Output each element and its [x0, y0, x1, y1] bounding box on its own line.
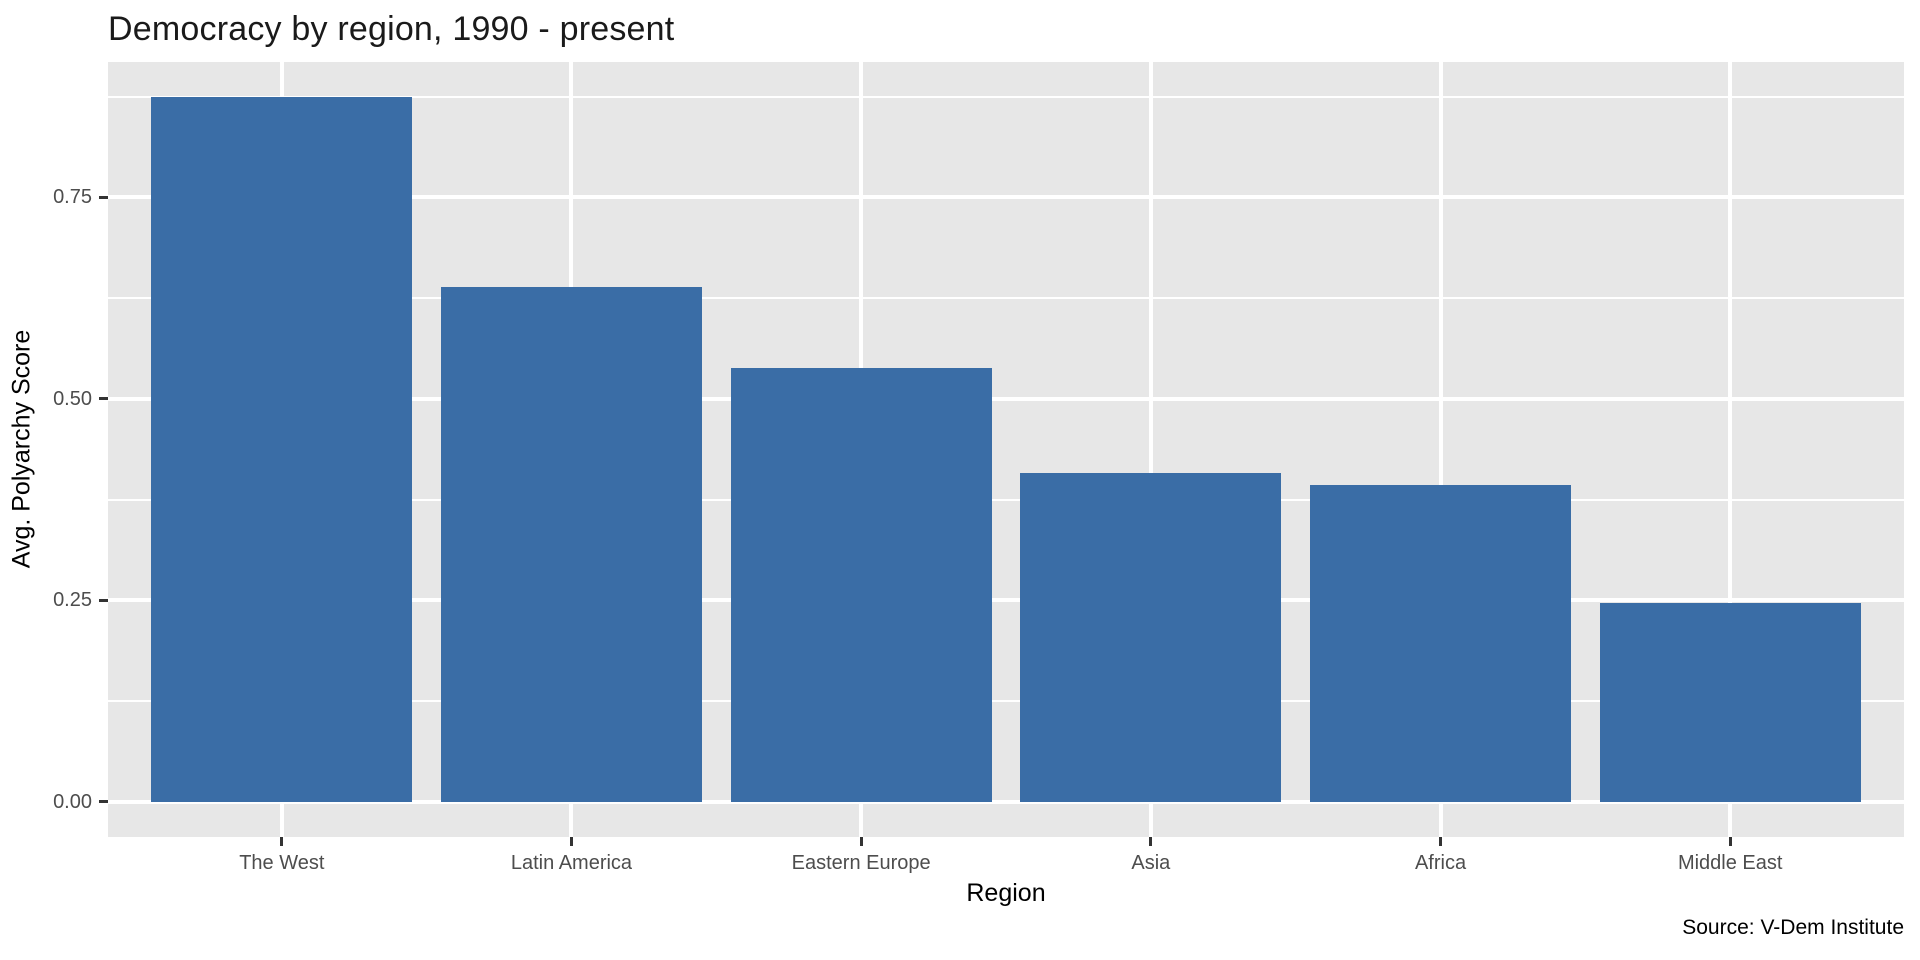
y-tick-label: 0.75 [53, 186, 92, 209]
x-tick-label: Eastern Europe [791, 852, 931, 874]
y-tick-label: 0.00 [53, 790, 92, 813]
x-tick-label: The West [239, 852, 325, 874]
major-gridline-horizontal [108, 799, 1904, 804]
x-tick-mark [569, 837, 573, 846]
source-caption: Source: V-Dem Institute [1682, 916, 1904, 939]
y-tick-mark [99, 800, 108, 804]
chart-title: Democracy by region, 1990 - present [108, 10, 675, 48]
x-tick-label: Latin America [510, 852, 633, 874]
x-axis-title: Region [966, 879, 1046, 907]
bar-eastern-europe [730, 368, 992, 802]
minor-gridline-horizontal [108, 498, 1904, 501]
minor-gridline-horizontal [108, 297, 1904, 300]
x-tick-mark [1728, 837, 1732, 846]
x-tick-label: Middle East [1677, 852, 1783, 874]
minor-gridline-horizontal [108, 95, 1904, 98]
y-axis-title: Avg. Polyarchy Score [7, 329, 36, 569]
major-gridline-horizontal [108, 396, 1904, 401]
major-gridline-vertical [1148, 62, 1153, 837]
bar-the-west [151, 97, 413, 802]
x-tick-mark [859, 837, 863, 846]
x-tick-label: Africa [1414, 852, 1467, 874]
x-tick-mark [1149, 837, 1153, 846]
bar-africa [1310, 485, 1571, 802]
major-gridline-horizontal [108, 598, 1904, 603]
x-tick-label: Asia [1131, 852, 1171, 874]
major-gridline-vertical [1438, 62, 1443, 837]
plot-panel [108, 62, 1904, 837]
bar-latin-america [441, 286, 702, 802]
y-tick-mark [99, 598, 108, 602]
y-tick-label: 0.50 [53, 387, 92, 410]
y-tick-mark [99, 195, 108, 199]
y-tick-mark [99, 397, 108, 401]
minor-gridline-horizontal [108, 700, 1904, 703]
y-tick-label: 0.25 [53, 589, 92, 612]
x-tick-mark [1439, 837, 1443, 846]
major-gridline-horizontal [108, 195, 1904, 200]
x-tick-mark [280, 837, 284, 846]
bar-asia [1020, 472, 1282, 802]
major-gridline-vertical [1728, 62, 1733, 837]
bar-middle-east [1599, 602, 1861, 802]
